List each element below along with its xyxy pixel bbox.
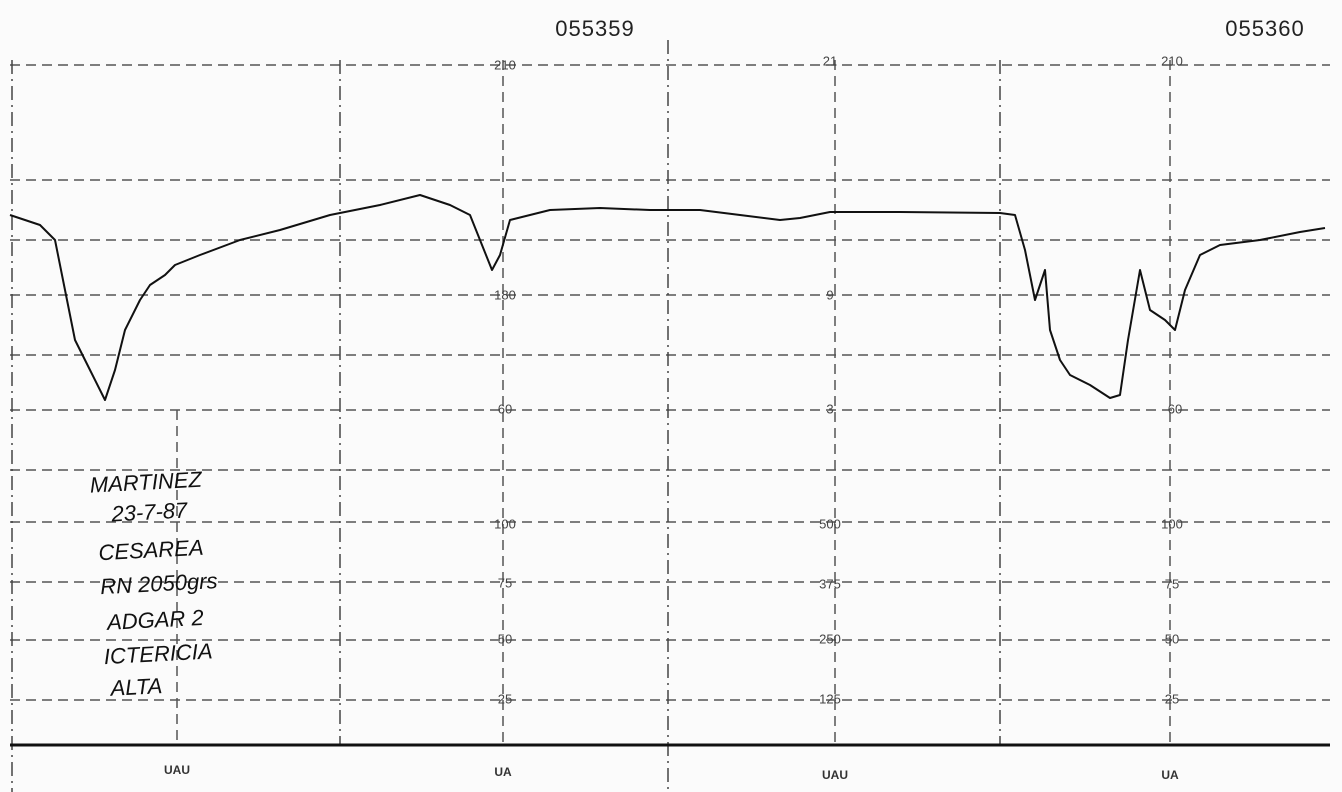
note: ICTERICIA bbox=[103, 638, 213, 669]
channel-label: UA bbox=[494, 765, 512, 779]
scale-label: 125 bbox=[819, 691, 841, 706]
scale-label: 180 bbox=[494, 287, 516, 302]
grid bbox=[10, 40, 1330, 792]
scale-label: 100 bbox=[494, 516, 516, 531]
strip-id: 055359 bbox=[555, 16, 634, 41]
scale-label: 25 bbox=[1165, 691, 1179, 706]
scale-label: 375 bbox=[819, 576, 841, 591]
scale-label: 3 bbox=[826, 401, 833, 416]
note: RN 2050grs bbox=[100, 568, 219, 599]
channel-label: UA bbox=[1161, 768, 1179, 782]
handwritten-notes: MARTINEZ 23-7-87 CESAREA RN 2050grs ADGA… bbox=[89, 467, 219, 701]
scale-label: 75 bbox=[1165, 576, 1179, 591]
note: CESAREA bbox=[98, 535, 204, 565]
scale-label: 60 bbox=[1168, 401, 1182, 416]
scale-label: 210 bbox=[494, 57, 516, 72]
scale-label: 250 bbox=[819, 631, 841, 646]
scale-label: 500 bbox=[819, 516, 841, 531]
channel-label: UAU bbox=[164, 763, 190, 777]
note: MARTINEZ bbox=[89, 467, 204, 498]
note: ADGAR 2 bbox=[104, 605, 204, 635]
scale-label: 50 bbox=[1165, 631, 1179, 646]
scale-label: 21 bbox=[823, 53, 837, 68]
note: 23-7-87 bbox=[110, 498, 189, 527]
scale-label: 100 bbox=[1161, 516, 1183, 531]
scale-label: 9 bbox=[826, 287, 833, 302]
scale-label: 50 bbox=[498, 631, 512, 646]
fhr-trace bbox=[9, 194, 1326, 401]
scale-label: 75 bbox=[498, 575, 512, 590]
scale-label: 210 bbox=[1161, 53, 1183, 68]
scale-label: 60 bbox=[498, 401, 512, 416]
strip-id: 055360 bbox=[1225, 16, 1304, 41]
channel-label: UAU bbox=[822, 768, 848, 782]
note: ALTA bbox=[108, 673, 163, 701]
scale-label: 25 bbox=[498, 691, 512, 706]
